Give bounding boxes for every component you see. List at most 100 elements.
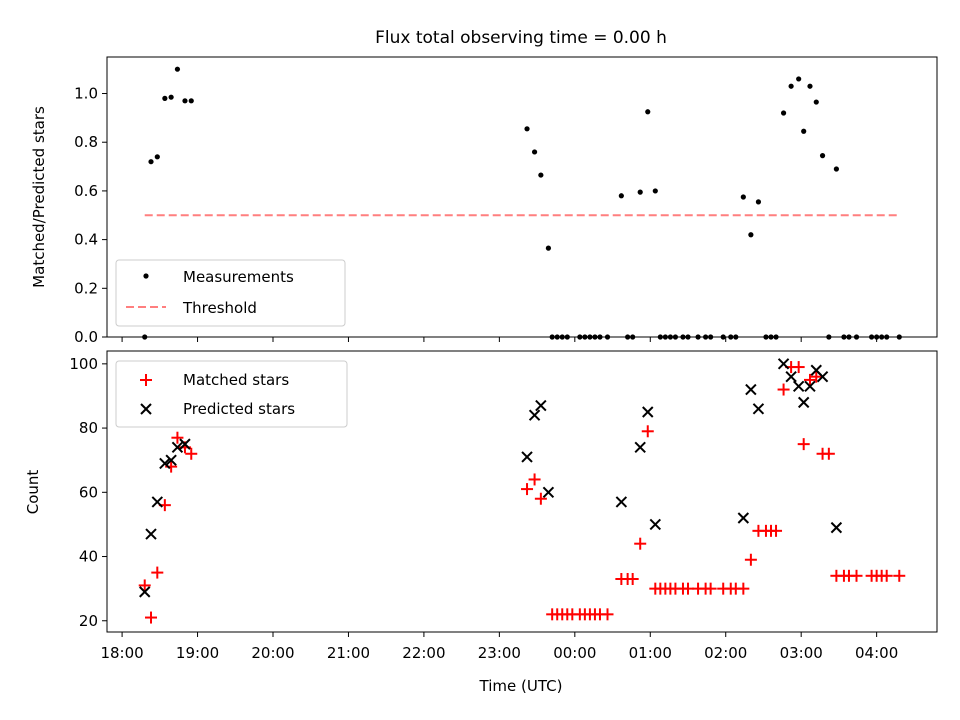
predicted-star-point <box>792 380 805 393</box>
measurement-point <box>667 334 673 340</box>
bottom-y-tick-label: 20 <box>79 612 98 630</box>
measurement-point <box>148 159 154 165</box>
measurements-series <box>142 66 902 340</box>
predicted-star-point <box>139 586 151 598</box>
predicted-x-b <box>810 364 822 376</box>
predicted-x-b <box>785 370 797 383</box>
measurement-point <box>748 232 754 238</box>
x-tick-label: 00:00 <box>553 644 596 662</box>
predicted-star-point <box>165 454 177 466</box>
predicted-x-b <box>797 396 810 409</box>
measurement-point <box>796 76 802 82</box>
legend-predicted-marker <box>140 403 152 415</box>
measurement-point <box>545 245 552 251</box>
legend-measurements-label: Measurements <box>183 268 294 286</box>
x-tick-label: 21:00 <box>327 644 370 662</box>
predicted-x-b <box>792 380 805 393</box>
predicted-star-point <box>542 486 555 499</box>
measurement-point <box>728 334 734 340</box>
predicted-star-point <box>151 496 164 508</box>
matched-star-point <box>634 537 647 550</box>
predicted-x-b <box>528 409 541 421</box>
measurement-point <box>182 98 188 104</box>
predicted-x-b <box>804 380 816 393</box>
bottom-y-tick-label: 80 <box>79 419 98 437</box>
measurement-point <box>554 334 560 340</box>
measurement-point <box>662 334 668 340</box>
matched-star-point <box>185 447 198 460</box>
predicted-star-point <box>535 399 547 412</box>
measurement-point <box>884 334 890 340</box>
matched-star-point <box>151 566 164 579</box>
measurement-point <box>695 334 701 340</box>
matched-star-point <box>682 582 694 595</box>
predicted-star-point <box>785 370 797 383</box>
predicted-x-b <box>179 438 191 450</box>
measurement-point <box>630 334 636 340</box>
predicted-star-point <box>179 438 191 450</box>
measurement-point <box>788 83 794 89</box>
bottom-x-ticks: 18:00 19:00 20:00 21:00 22:00 23:00 00:00 01:00… <box>100 632 898 662</box>
predicted-star-point <box>745 383 757 396</box>
predicted-x-b <box>745 383 757 396</box>
measurement-point <box>763 334 769 340</box>
measurement-point <box>168 94 174 100</box>
x-tick-label: 23:00 <box>478 644 521 662</box>
measurement-point <box>531 149 538 155</box>
predicted-star-point <box>521 451 533 463</box>
measurement-point <box>773 334 779 340</box>
legend-threshold-label: Threshold <box>182 299 257 317</box>
predicted-x-b <box>642 406 654 418</box>
measurement-point <box>874 334 880 340</box>
predicted-star-point <box>816 370 829 383</box>
predicted-x-b <box>615 496 628 508</box>
measurement-point <box>154 154 160 160</box>
predicted-x-b <box>151 496 164 508</box>
measurement-point <box>833 166 839 172</box>
measurement-point <box>657 334 663 340</box>
predicted-star-point <box>777 358 790 370</box>
measurement-point <box>869 334 875 340</box>
matched-stars-series <box>138 361 906 624</box>
predicted-x-b <box>535 399 547 412</box>
matched-star-point <box>744 553 757 566</box>
predicted-star-point <box>797 396 810 409</box>
bottom-legend-box <box>115 360 348 428</box>
matched-star-point <box>777 383 790 396</box>
matched-star-point <box>528 473 541 486</box>
measurement-point <box>625 334 631 340</box>
matched-star-point <box>880 569 893 582</box>
measurement-point <box>672 334 679 340</box>
predicted-x-b <box>830 521 843 534</box>
measurement-point <box>708 334 714 340</box>
predicted-star-point <box>737 512 750 524</box>
bottom-y-tick-label: 60 <box>79 483 98 501</box>
measurement-point <box>645 109 651 115</box>
bottom-y-tick-label: 40 <box>79 548 98 566</box>
matched-star-point <box>171 431 184 444</box>
measurement-point <box>604 334 611 340</box>
bottom-legend: Matched stars Predicted stars <box>115 360 348 428</box>
predicted-star-point <box>528 409 541 421</box>
top-x-ticks <box>121 337 878 342</box>
measurement-point <box>733 334 739 340</box>
bottom-y-ticks: 20 40 60 80 100 <box>69 355 107 630</box>
predicted-x-b <box>649 518 662 531</box>
measurement-point <box>174 66 181 72</box>
measurement-point <box>768 334 774 340</box>
predicted-x-b <box>737 512 750 524</box>
measurement-point <box>813 99 819 105</box>
matched-star-point <box>138 579 151 592</box>
top-y-tick-label: 0.6 <box>74 182 98 200</box>
matched-star-point <box>770 524 783 537</box>
measurement-point <box>846 334 852 340</box>
predicted-x-b <box>542 486 555 499</box>
predicted-x-b <box>521 451 533 463</box>
matched-star-point <box>822 447 835 460</box>
chart-title: Flux total observing time = 0.00 h <box>375 28 667 48</box>
predicted-x-b <box>171 441 184 454</box>
measurement-point <box>524 126 530 132</box>
measurement-point <box>685 334 691 340</box>
predicted-star-point <box>642 406 654 418</box>
